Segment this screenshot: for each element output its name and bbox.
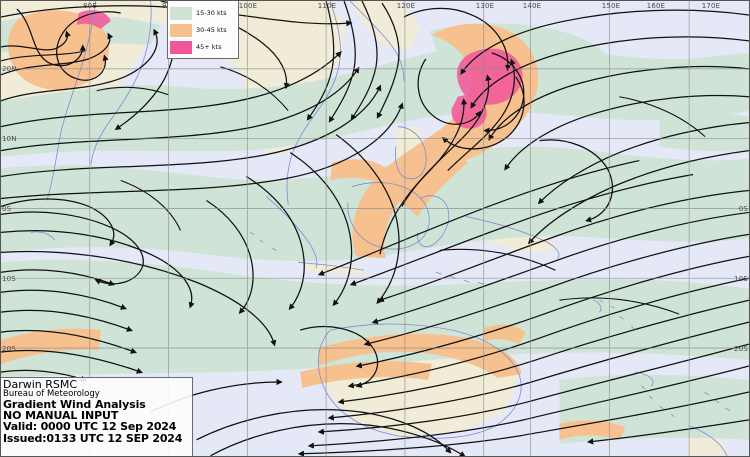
lat-label-10s: 10S — [2, 275, 16, 283]
legend-item-15-30: 15-30 kts — [170, 5, 238, 21]
legend-label-45-plus: 45+ kts — [196, 43, 222, 51]
lon-label-140e: 140E — [522, 2, 542, 10]
lon-label-120e: 120E — [396, 2, 416, 10]
lat-label-0s: 0S — [2, 205, 12, 213]
lon-label-130e: 130E — [475, 2, 495, 10]
lat-label-20n: 20N — [2, 65, 17, 73]
lon-label-160e: 160E — [646, 2, 666, 10]
legend-swatch-15-30 — [170, 6, 192, 20]
lon-label-110e: 110E — [317, 2, 337, 10]
lat-label-10n: 10N — [2, 135, 17, 143]
lat-label-10s-right: 10S — [734, 275, 748, 283]
lon-label-170e: 170E — [701, 2, 721, 10]
wind-speed-legend: 15-30 kts 30-45 kts 45+ kts — [167, 1, 239, 59]
legend-label-15-30: 15-30 kts — [196, 9, 227, 17]
issued-time: Issued:0133 UTC 12 SEP 2024 — [3, 431, 183, 445]
lat-label-20s-right: 20S — [734, 345, 748, 353]
legend-label-30-45: 30-45 kts — [196, 26, 227, 34]
product-info-box: Darwin RSMC Bureau of Meteorology Gradie… — [1, 377, 193, 456]
legend-item-45-plus: 45+ kts — [170, 39, 238, 55]
lon-label-80e: 80E — [83, 2, 97, 10]
lat-label-0s-right: 0S — [738, 205, 748, 213]
legend-item-30-45: 30-45 kts — [170, 22, 238, 38]
valid-time: Valid: 0000 UTC 12 Sep 2024 — [3, 420, 177, 434]
legend-swatch-45-plus — [170, 40, 192, 54]
lon-label-150e: 150E — [601, 2, 621, 10]
organisation-name: Bureau of Meteorology — [3, 389, 100, 400]
lon-label-100e: 100E — [238, 2, 258, 10]
analysis-title: Gradient Wind Analysis — [3, 397, 146, 411]
lat-label-20s: 20S — [2, 345, 16, 353]
manual-input-status: NO MANUAL INPUT — [3, 409, 119, 423]
legend-swatch-30-45 — [170, 23, 192, 37]
issuing-centre: Darwin RSMC — [3, 378, 78, 391]
